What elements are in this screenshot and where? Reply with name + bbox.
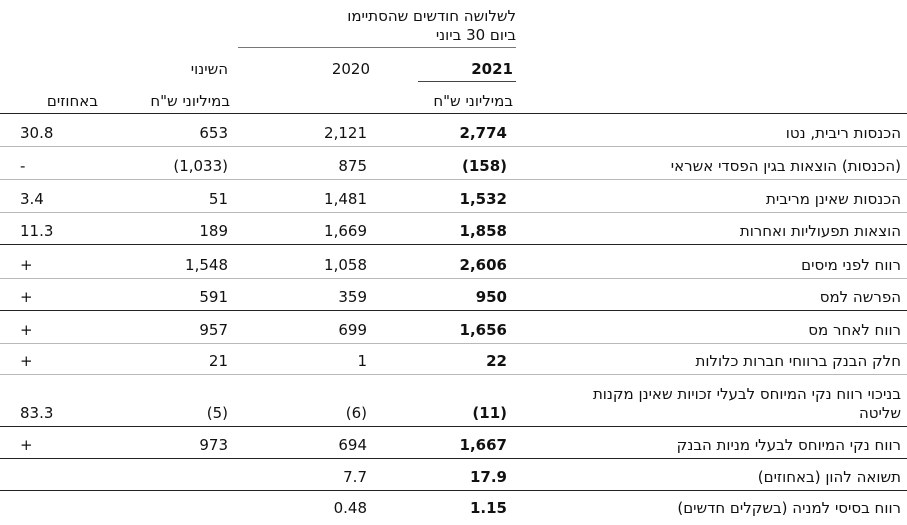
value-change: (5) xyxy=(206,404,228,422)
section-divider xyxy=(0,310,907,311)
value-2021: 1,858 xyxy=(459,222,507,240)
value-2021: 17.9 xyxy=(469,468,507,486)
header-divider xyxy=(0,113,907,114)
table-row: רווח בסיסי למניה (בשקלים חדשים) 1.15 0.4… xyxy=(0,491,907,521)
row-label: רווח בסיסי למניה (בשקלים חדשים) xyxy=(677,499,901,517)
value-change: 591 xyxy=(199,288,228,306)
value-2020: 1 xyxy=(357,352,367,370)
row-divider xyxy=(0,343,907,344)
value-percent: + xyxy=(20,321,33,339)
value-2020: 875 xyxy=(338,157,367,175)
row-label: רווח לפני מיסים xyxy=(801,256,901,274)
row-divider xyxy=(0,179,907,180)
value-2020: (6) xyxy=(345,404,367,422)
value-2020: 694 xyxy=(338,436,367,454)
value-2021: 950 xyxy=(475,288,507,306)
row-divider xyxy=(0,278,907,279)
value-change: 957 xyxy=(199,321,228,339)
table-row: רווח לפני מיסים 2,606 1,058 1,548 + xyxy=(0,245,907,278)
value-percent: + xyxy=(20,256,33,274)
row-label: הכנסות שאינן מריבית xyxy=(766,190,901,208)
row-divider xyxy=(0,146,907,147)
table-row: רווח לאחר מס 1,656 699 957 + xyxy=(0,311,907,343)
table-row: הפרשה למס 950 359 591 + xyxy=(0,279,907,310)
value-2021: 1,667 xyxy=(459,436,507,454)
value-2021: 1,532 xyxy=(459,190,507,208)
table-row: חלק הבנק ברווחי חברות כלולות 22 1 21 + xyxy=(0,344,907,374)
row-label: הכנסות ריבית, נטו xyxy=(785,124,901,142)
value-percent: + xyxy=(20,288,33,306)
value-2020: 0.48 xyxy=(333,499,367,517)
period-divider xyxy=(238,47,516,48)
row-label: רווח נקי המיוחס לבעלי מניות הבנק xyxy=(676,436,901,454)
value-percent: + xyxy=(20,352,33,370)
value-2020: 1,058 xyxy=(324,256,367,274)
value-change: 973 xyxy=(199,436,228,454)
section-divider xyxy=(0,244,907,245)
column-header-change: השינוי xyxy=(190,60,228,78)
value-2021: 2,606 xyxy=(459,256,507,274)
table-row: הכנסות ריבית, נטו 2,774 2,121 653 30.8 xyxy=(0,114,907,146)
column-header-2021: 2021 xyxy=(471,60,513,78)
value-2021: 2,774 xyxy=(459,124,507,142)
value-percent: 30.8 xyxy=(20,124,54,142)
section-divider xyxy=(0,458,907,459)
table-row: בניכוי רווח נקי המיוחס לבעלי זכויות שאינ… xyxy=(0,375,907,426)
row-divider xyxy=(0,374,907,375)
row-divider xyxy=(0,212,907,213)
value-percent: + xyxy=(20,436,33,454)
section-divider xyxy=(0,426,907,427)
section-divider xyxy=(0,490,907,491)
row-label: בניכוי רווח נקי המיוחס לבעלי זכויות שאינ… xyxy=(592,385,901,422)
value-percent: 83.3 xyxy=(20,404,54,422)
value-percent: 11.3 xyxy=(20,222,54,240)
value-percent: 3.4 xyxy=(20,190,44,208)
row-label: הפרשה למס xyxy=(819,288,901,306)
value-change: 189 xyxy=(199,222,228,240)
table-row: הוצאות תפעוליות ואחרות 1,858 1,669 189 1… xyxy=(0,213,907,244)
table-row: הכנסות שאינן מריבית 1,532 1,481 51 3.4 xyxy=(0,180,907,212)
value-2021: 22 xyxy=(486,352,507,370)
period-line-2: ביום 30 ביוני xyxy=(435,26,516,44)
value-change: (1,033) xyxy=(173,157,228,175)
table-row: (הכנסות) הוצאות בגין הפסדי אשראי (158) 8… xyxy=(0,147,907,179)
table-row: תשואה להון (באחוזים) 17.9 7.7 xyxy=(0,459,907,490)
table-row: רווח נקי המיוחס לבעלי מניות הבנק 1,667 6… xyxy=(0,427,907,458)
row-label: תשואה להון (באחוזים) xyxy=(757,468,901,486)
value-change: 1,548 xyxy=(185,256,228,274)
value-2020: 359 xyxy=(338,288,367,306)
row-label: הוצאות תפעוליות ואחרות xyxy=(739,222,901,240)
row-label: רווח לאחר מס xyxy=(808,321,901,339)
value-2021: 1,656 xyxy=(459,321,507,339)
value-change: 21 xyxy=(208,352,228,370)
value-change: 653 xyxy=(199,124,228,142)
period-line-1: לשלושה חודשים שהסתיימו xyxy=(347,7,516,25)
unit-change: במיליוני ש"ח xyxy=(150,92,230,110)
unit-2021: במיליוני ש"ח xyxy=(433,92,513,110)
value-2021: (11) xyxy=(472,404,507,422)
value-2020: 1,481 xyxy=(324,190,367,208)
value-2021: (158) xyxy=(461,157,507,175)
value-2020: 2,121 xyxy=(324,124,367,142)
value-2020: 7.7 xyxy=(343,468,367,486)
value-2020: 1,669 xyxy=(324,222,367,240)
value-percent: - xyxy=(20,157,26,175)
column-header-2020: 2020 xyxy=(331,60,370,78)
year-2021-underline xyxy=(418,81,516,82)
period-heading: לשלושה חודשים שהסתיימו ביום 30 ביוני xyxy=(238,7,516,45)
value-change: 51 xyxy=(208,190,228,208)
unit-percent: באחוזים xyxy=(46,92,98,110)
value-2020: 699 xyxy=(338,321,367,339)
row-label: (הכנסות) הוצאות בגין הפסדי אשראי xyxy=(670,157,901,175)
value-2021: 1.15 xyxy=(469,499,507,517)
row-label: חלק הבנק ברווחי חברות כלולות xyxy=(695,352,901,370)
